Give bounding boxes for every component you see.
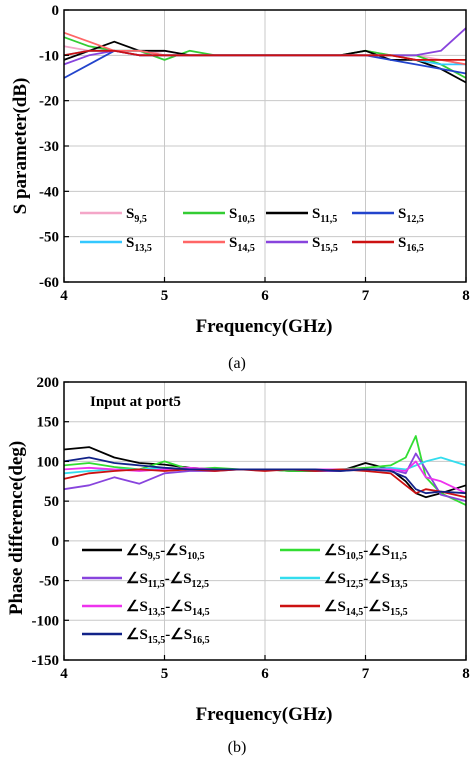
panel-a-legend-label-1: S10,5 [229, 206, 255, 225]
panel-b-ytick-label-7: -150 [32, 653, 60, 669]
panel-b-ytick-label-3: 50 [44, 494, 59, 510]
panel-a-legend-label-0: S9,5 [126, 206, 147, 225]
panel-b-ytick-label-0: 200 [37, 375, 60, 391]
panel-a-ytick-label-6: -60 [39, 275, 59, 291]
panel-a-legend-label-3: S12,5 [398, 206, 424, 225]
panel-a-legend-label-6: S15,5 [312, 235, 338, 254]
panel-b-xtick-label-1: 5 [161, 666, 169, 682]
panel-a-caption: (a) [228, 355, 246, 372]
panel-b-ytick-label-5: -50 [39, 574, 59, 590]
panel-b-xtick-label-3: 7 [362, 666, 370, 682]
panel-b-xtick-label-4: 8 [462, 666, 470, 682]
panel-b-xtick-label-2: 6 [261, 666, 269, 682]
panel-a-xtick-label-1: 5 [161, 288, 169, 304]
panel-a-legend-label-2: S11,5 [312, 206, 337, 225]
panel-a-legend-label-4: S13,5 [126, 235, 152, 254]
panel-a-xtick-label-4: 8 [462, 288, 470, 304]
panel-b-ytick-label-6: -100 [32, 613, 60, 629]
panel-b-legend-label-0: ∠S9,5-∠S10,5 [126, 543, 205, 562]
panel-a-ytick-label-0: 0 [52, 3, 60, 19]
panel-b-ytick-label-2: 100 [37, 454, 60, 470]
panel-b-ytick-label-1: 150 [37, 415, 60, 431]
panel-b-legend-label-2: ∠S11,5-∠S12,5 [126, 571, 209, 590]
panel-a-ytick-label-4: -40 [39, 184, 59, 200]
panel-b-series-6 [63, 456, 467, 495]
panel-b-annotation: Input at port5 [90, 394, 181, 410]
panel-a-ytick-label-1: -10 [39, 48, 59, 64]
panel-b-legend-label-3: ∠S12,5-∠S13,5 [324, 571, 408, 590]
panel-b-caption: (b) [228, 739, 247, 756]
panel-b-legend-label-6: ∠S15,5-∠S16,5 [126, 627, 210, 646]
panel-b-phase-chart: 4 5 6 7 8 200 150 100 50 0 -50 -100 -150 ∠S9,5-∠S10,5… [32, 375, 470, 682]
panel-b-ylabel: Phase difference(deg) [6, 441, 27, 615]
panel-a-sparameter-chart: 4 5 6 7 8 0 -10 -20 -30 -40 -50 -60 S9,5 S10,5 S11,5 S1… [39, 3, 470, 304]
panel-b-xtick-label-0: 4 [60, 666, 68, 682]
panel-a-xlabel: Frequency(GHz) [196, 316, 333, 337]
panel-b-legend-label-5: ∠S14,5-∠S15,5 [324, 599, 408, 618]
panel-b-legend-label-4: ∠S13,5-∠S14,5 [126, 599, 210, 618]
panel-b-legend-label-1: ∠S10,5-∠S11,5 [324, 543, 407, 562]
panel-a-series-7 [63, 49, 466, 61]
panel-a-ytick-label-3: -30 [39, 139, 59, 155]
panel-a-legend-label-5: S14,5 [229, 235, 255, 254]
panel-a-legend-label-7: S16,5 [398, 235, 424, 254]
panel-a-xtick-label-3: 7 [362, 288, 370, 304]
panel-a-xtick-label-2: 6 [261, 288, 269, 304]
panel-a-ytick-label-2: -20 [39, 94, 59, 110]
panel-a-ytick-label-5: -50 [39, 230, 59, 246]
panel-a-xtick-label-0: 4 [60, 288, 68, 304]
panel-b-xlabel: Frequency(GHz) [196, 704, 333, 725]
panel-a-ylabel: S parameter(dB) [10, 78, 31, 215]
panel-b-ytick-label-4: 0 [52, 534, 60, 550]
